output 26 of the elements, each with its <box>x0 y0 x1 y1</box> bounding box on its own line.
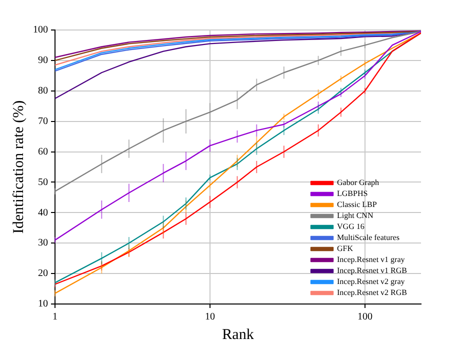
legend-label: Incep.Resnet v2 gray <box>337 277 405 286</box>
legend-label: VGG 16 <box>337 222 364 232</box>
y-tick-label: 50 <box>38 176 48 188</box>
legend-label: MultiScale features <box>337 233 400 242</box>
y-tick-label: 90 <box>38 55 48 66</box>
x-axis-title: Rank <box>222 326 254 343</box>
y-tick-label: 30 <box>38 238 48 249</box>
y-tick-label: 80 <box>38 86 48 97</box>
legend-label: Incep.Resnet v2 RGB <box>337 288 408 298</box>
y-tick-label: 100 <box>33 24 48 36</box>
legend-label: Incep.Resnet v1 RGB <box>337 266 408 276</box>
legend-label: Classic LBP <box>337 200 378 210</box>
y-tick-label: 70 <box>38 116 48 127</box>
y-tick-label: 60 <box>38 146 48 158</box>
y-axis-title: Identification rate (%) <box>10 100 27 234</box>
legend-label: Gabor Graph <box>337 178 379 188</box>
y-tick-label: 40 <box>38 207 48 218</box>
legend-label: Light CNN <box>337 211 374 220</box>
legend-label: LGBPHS <box>337 189 368 198</box>
y-tick-label: 10 <box>38 298 48 310</box>
legend-label: GFK <box>337 244 354 254</box>
x-tick-label: 100 <box>357 312 372 323</box>
legend-label: Incep.Resnet v1 gray <box>337 255 405 264</box>
x-tick-label: 1 <box>52 312 58 323</box>
y-tick-label: 20 <box>38 268 48 280</box>
x-tick-label: 10 <box>204 312 215 323</box>
